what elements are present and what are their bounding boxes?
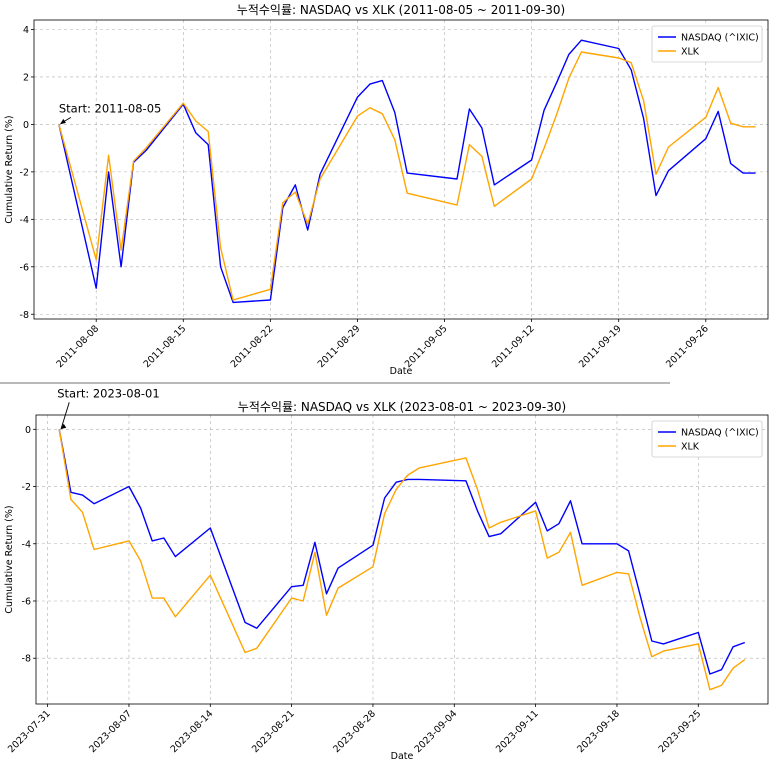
y-tick-label: 0 xyxy=(25,425,31,436)
x-tick-label: 2011-08-15 xyxy=(142,323,189,370)
annotation-label: Start: 2023-08-01 xyxy=(57,386,159,400)
annotation-label: Start: 2011-08-05 xyxy=(59,101,161,115)
legend-box xyxy=(651,25,763,63)
legend-box xyxy=(651,420,763,458)
chart-title: 누적수익률: NASDAQ vs XLK (2011-08-05 ~ 2011-… xyxy=(237,3,565,17)
x-tick-label: 2023-09-11 xyxy=(494,708,541,755)
y-tick-label: -8 xyxy=(20,310,29,321)
annotation-arrowhead xyxy=(60,423,67,430)
legend-label: XLK xyxy=(681,442,700,453)
x-axis-label: Date xyxy=(391,751,414,762)
chart-title: 누적수익률: NASDAQ vs XLK (2023-08-01 ~ 2023-… xyxy=(238,400,566,414)
x-tick-label: 2011-09-26 xyxy=(664,323,711,370)
y-tick-label: -6 xyxy=(22,596,31,607)
y-axis-label: Cumulative Return (%) xyxy=(4,115,15,223)
legend-label: NASDAQ (^IXIC) xyxy=(681,428,759,439)
y-tick-label: -8 xyxy=(22,654,31,665)
plot-frame xyxy=(33,19,769,320)
x-tick-label: 2023-08-28 xyxy=(331,708,378,755)
x-tick-label: 2023-07-31 xyxy=(6,708,53,755)
series-line-nasdaq xyxy=(58,429,746,675)
y-tick-label: -2 xyxy=(22,482,31,493)
x-tick-label: 2011-09-12 xyxy=(490,323,537,370)
x-tick-label: 2023-08-14 xyxy=(169,708,216,755)
x-tick-label: 2023-09-04 xyxy=(413,708,460,755)
y-axis-label: Cumulative Return (%) xyxy=(4,505,15,613)
y-tick-label: 4 xyxy=(23,25,29,36)
y-tick-label: 2 xyxy=(23,72,29,83)
x-tick-label: 2023-09-25 xyxy=(657,708,704,755)
x-tick-label: 2011-08-22 xyxy=(229,323,276,370)
legend-label: XLK xyxy=(681,47,700,58)
y-tick-label: -4 xyxy=(22,539,31,550)
x-axis-label: Date xyxy=(390,366,413,377)
y-tick-label: 0 xyxy=(23,120,29,131)
annotation-arrowhead xyxy=(59,118,66,125)
series-line-nasdaq xyxy=(58,39,756,304)
chart-2011: -8 -6 -4 -2 0 2 4 2011-08-08 2011-08-15 2011-08-2… xyxy=(4,3,769,377)
legend-label: NASDAQ (^IXIC) xyxy=(681,33,759,44)
y-tick-label: -6 xyxy=(20,262,29,273)
series-line-xlk xyxy=(58,429,746,691)
x-tick-label: 2011-09-05 xyxy=(403,323,450,370)
x-tick-label: 2011-08-08 xyxy=(55,323,102,370)
annotation-arrow xyxy=(60,402,70,429)
x-tick-label: 2011-09-19 xyxy=(577,323,624,370)
chart-2023: -8 -6 -4 -2 0 2023-07-31 2023-08-07 2023-08-14 2… xyxy=(4,386,769,762)
y-tick-label: -4 xyxy=(20,215,29,226)
plot-frame xyxy=(35,414,769,705)
x-tick-label: 2023-08-21 xyxy=(250,708,297,755)
x-tick-label: 2023-09-18 xyxy=(575,708,622,755)
y-tick-label: -2 xyxy=(20,167,29,178)
series-line-xlk xyxy=(58,51,756,301)
x-tick-label: 2023-08-07 xyxy=(87,708,134,755)
x-tick-label: 2011-08-29 xyxy=(316,323,363,370)
